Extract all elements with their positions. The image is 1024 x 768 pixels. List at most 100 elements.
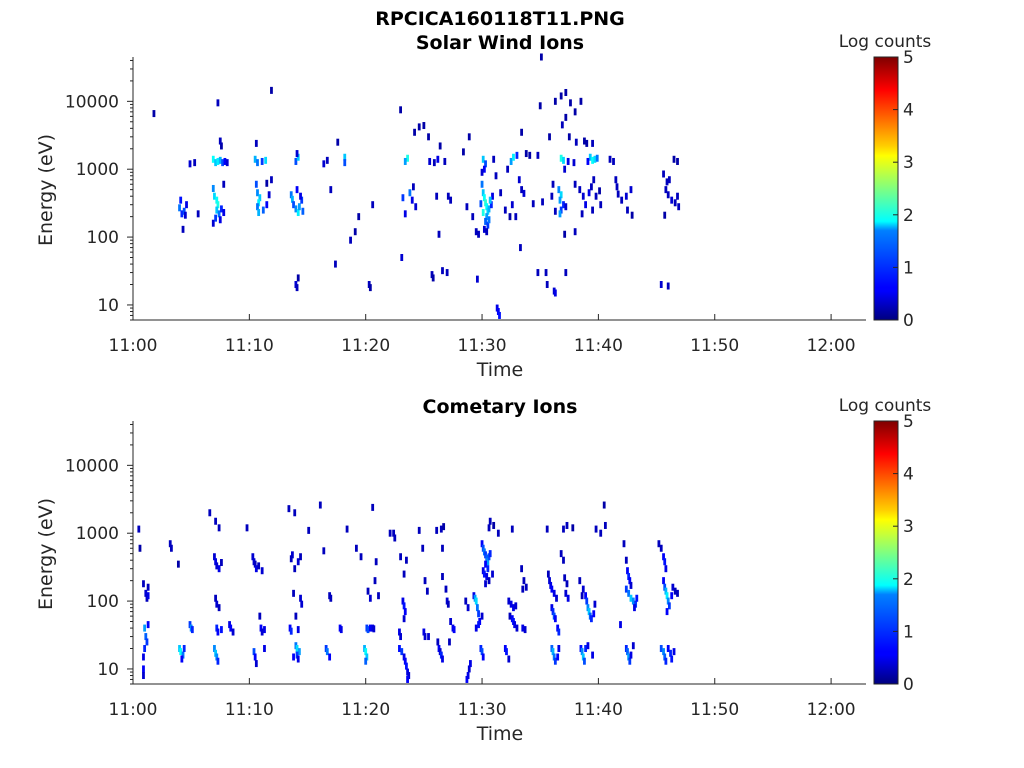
data-cell <box>663 558 667 566</box>
data-cell <box>292 653 295 661</box>
data-cell <box>142 665 145 673</box>
data-cell <box>557 186 561 194</box>
data-cell <box>225 159 229 167</box>
x-tick-label: 11:10 <box>225 700 274 720</box>
data-cell <box>301 207 305 215</box>
data-cell <box>619 621 622 629</box>
data-cell <box>143 645 147 653</box>
data-cell <box>256 189 259 197</box>
data-cell <box>218 137 222 145</box>
data-cell <box>591 206 594 214</box>
data-cell <box>427 633 430 641</box>
data-cell <box>474 228 478 236</box>
data-cell <box>270 176 273 184</box>
data-cell <box>254 139 258 147</box>
data-cell <box>551 180 555 188</box>
data-cell <box>256 203 259 211</box>
data-cell <box>142 653 145 661</box>
colorbar-tick-label: 3 <box>903 517 914 537</box>
data-cell <box>523 626 527 634</box>
data-cell <box>289 627 293 635</box>
data-cell <box>519 244 522 252</box>
data-cell <box>522 189 526 197</box>
data-cell <box>555 594 558 602</box>
data-cell <box>558 196 562 204</box>
data-cell <box>211 184 215 192</box>
data-cell <box>371 503 375 511</box>
data-cell <box>446 600 450 608</box>
data-cell <box>293 509 297 517</box>
data-cell <box>291 551 294 559</box>
data-cell <box>215 653 219 661</box>
data-cell <box>145 638 149 646</box>
data-cell <box>215 600 219 608</box>
data-cell <box>448 638 451 646</box>
x-tick-label: 11:00 <box>109 700 158 720</box>
data-cell <box>578 577 582 585</box>
data-cell <box>214 558 218 566</box>
data-cell <box>441 655 444 663</box>
plot-area <box>133 421 866 684</box>
data-cell <box>417 123 421 131</box>
data-cell <box>669 649 672 657</box>
data-cell <box>196 210 200 218</box>
data-cell <box>626 567 629 575</box>
data-cell <box>670 196 674 204</box>
data-cell <box>435 192 439 200</box>
data-cell <box>182 207 186 215</box>
colorbar-tick-label: 2 <box>903 206 914 226</box>
data-cell <box>297 203 301 211</box>
data-cell <box>215 562 219 570</box>
data-cell <box>581 653 585 661</box>
data-cell <box>520 565 524 573</box>
data-cell <box>349 236 352 244</box>
data-cell <box>664 587 668 595</box>
colorbar-label: Log counts <box>839 396 932 416</box>
data-cell <box>399 106 402 114</box>
data-cell <box>291 195 294 203</box>
data-cell <box>213 553 216 561</box>
data-cell <box>562 525 565 533</box>
colorbar-tick-label: 5 <box>903 412 914 432</box>
data-cell <box>422 122 426 130</box>
y-tick-label: 10000 <box>65 92 119 112</box>
data-cell <box>564 589 568 597</box>
data-cell <box>494 172 498 180</box>
data-cell <box>666 191 670 199</box>
data-cell <box>633 604 636 612</box>
data-cell <box>343 153 347 161</box>
data-cell <box>545 525 549 533</box>
data-cell <box>510 525 514 533</box>
colorbar-tick-label: 2 <box>903 570 914 590</box>
data-cell <box>482 194 486 202</box>
data-cell <box>345 525 349 533</box>
data-cell <box>503 206 507 214</box>
data-cell <box>635 594 639 602</box>
data-cell <box>558 210 562 218</box>
data-cell <box>423 577 427 585</box>
data-cell <box>581 192 585 200</box>
data-cell <box>579 97 583 105</box>
data-cell <box>261 206 265 214</box>
data-cell <box>591 156 594 164</box>
data-cell <box>214 517 218 525</box>
data-cell <box>144 589 148 597</box>
data-cell <box>297 648 301 656</box>
data-cell <box>480 612 484 620</box>
data-cell <box>620 196 624 204</box>
data-cell <box>371 201 375 209</box>
data-cell <box>407 672 411 680</box>
data-cell <box>339 626 343 634</box>
data-cell <box>258 194 262 202</box>
data-cell <box>180 210 184 218</box>
data-cell <box>550 192 554 200</box>
data-cell <box>287 505 291 513</box>
data-cell <box>491 570 494 578</box>
data-cell <box>520 128 524 136</box>
data-cell <box>521 585 525 593</box>
data-cell <box>556 624 560 632</box>
data-cell <box>676 589 679 597</box>
data-cell <box>296 209 300 217</box>
data-cell <box>506 165 510 173</box>
data-cell <box>557 645 561 653</box>
